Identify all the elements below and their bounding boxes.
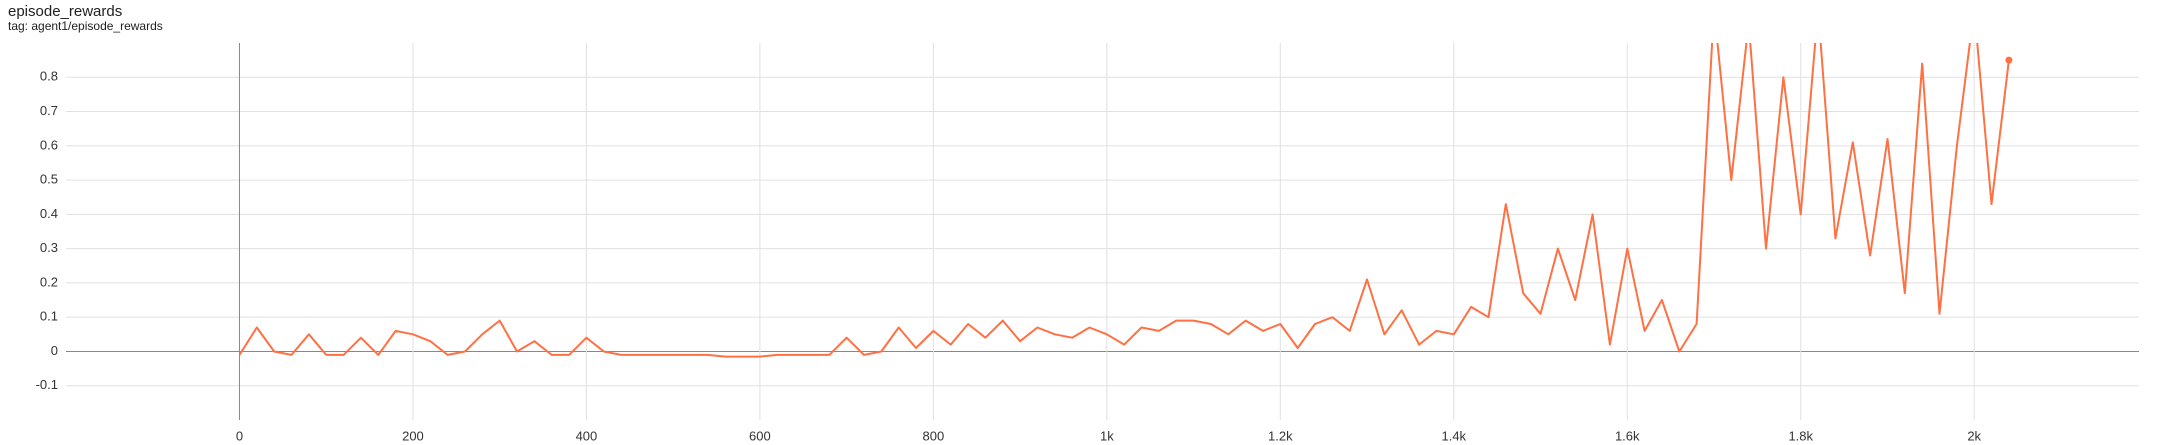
series-line [238, 43, 2010, 358]
y-tick-label: 0.8 [40, 69, 58, 84]
y-tick-label: 0 [51, 343, 58, 358]
end-point [2005, 56, 2013, 64]
x-tick-label: 200 [402, 428, 424, 443]
x-tick-label: 1k [1100, 428, 1114, 443]
x-tick-label: 400 [576, 428, 598, 443]
y-tick-label: 0.3 [40, 240, 58, 255]
x-tick-label: 0 [236, 428, 243, 443]
x-tick-label: 1.2k [1268, 428, 1293, 443]
x-tick-label: 600 [749, 428, 771, 443]
x-tick-label: 800 [923, 428, 945, 443]
y-tick-label: 0.2 [40, 274, 58, 289]
x-tick-label: 1.8k [1788, 428, 1813, 443]
y-tick-label: 0.4 [40, 206, 58, 221]
plot-area [238, 43, 2013, 358]
x-tick-label: 2k [1967, 428, 1981, 443]
chart-title: episode_rewards [8, 3, 122, 20]
x-tick-label: 1.6k [1615, 428, 1640, 443]
y-tick-label: -0.1 [36, 377, 58, 392]
y-tick-label: 0.6 [40, 137, 58, 152]
chart-subtitle: tag: agent1/episode_rewards [8, 19, 163, 33]
x-tick-label: 1.4k [1441, 428, 1466, 443]
grid: -0.1 0 0.1 0.2 0.3 0.4 0.5 0.6 0.7 0.8 0 200 400 600 8… [36, 43, 2139, 443]
y-tick-label: 0.7 [40, 103, 58, 118]
y-tick-label: 0.1 [40, 309, 58, 324]
y-tick-label: 0.5 [40, 172, 58, 187]
